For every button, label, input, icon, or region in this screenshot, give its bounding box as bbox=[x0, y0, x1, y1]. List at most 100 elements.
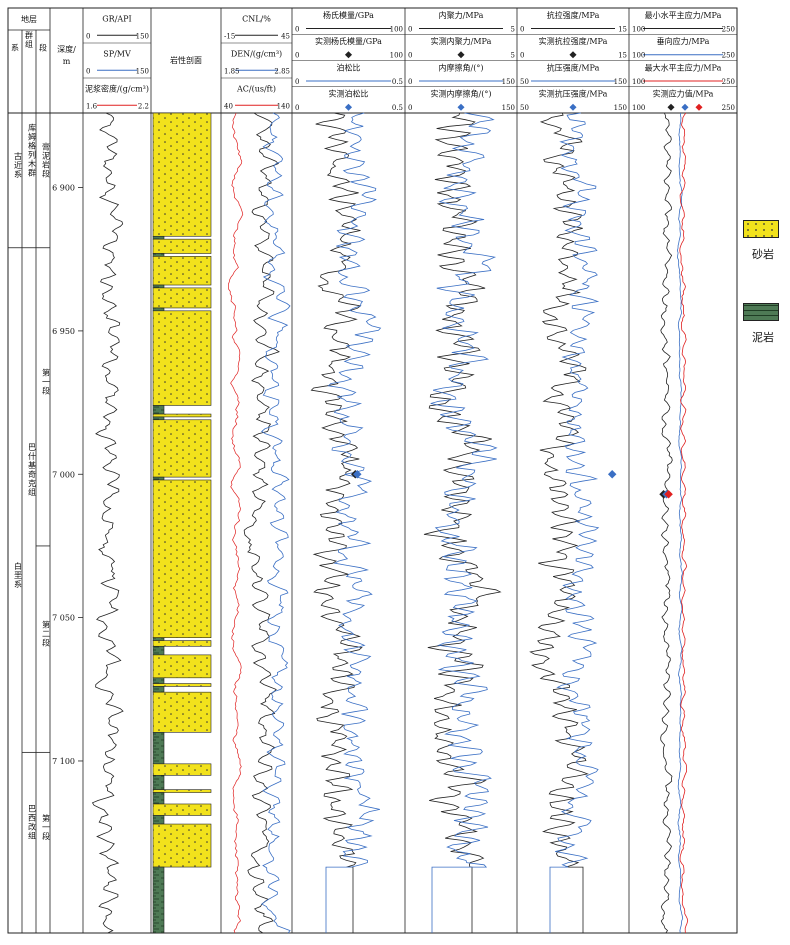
strength-scale-min: 50 bbox=[520, 78, 529, 86]
lithology-mudstone bbox=[152, 645, 165, 656]
cohesion-marker-symbol bbox=[457, 103, 465, 111]
stress-scale-max: 250 bbox=[722, 25, 735, 33]
strength-label: 实测抗拉强度/MPa bbox=[539, 36, 608, 46]
cohesion-curve bbox=[423, 112, 502, 933]
cohesion-scale-max: 150 bbox=[502, 78, 515, 86]
logs1-scale-min: 1.6 bbox=[86, 102, 98, 110]
lithology-sandstone bbox=[152, 789, 212, 793]
youngs-modulus-curve bbox=[310, 112, 363, 933]
logs1-label: 泥浆密度/(g/cm³) bbox=[85, 83, 149, 93]
lithology-sandstone bbox=[152, 238, 212, 254]
lithology-sandstone bbox=[152, 763, 212, 776]
cohesion-marker-symbol bbox=[457, 51, 465, 59]
group-label: 巴西改组 bbox=[28, 805, 37, 841]
stress-scale-min: 100 bbox=[632, 78, 645, 86]
strength-scale-max: 15 bbox=[618, 52, 627, 60]
header-depth-unit: m bbox=[63, 57, 71, 66]
lithology-mudstone bbox=[152, 405, 165, 415]
depth-tick-label: 6 950 bbox=[52, 327, 75, 336]
lithology-sandstone bbox=[152, 803, 212, 816]
lithology-sandstone bbox=[152, 112, 212, 237]
cohesion-scale-max: 5 bbox=[511, 25, 515, 33]
member-label: 第一段 bbox=[42, 813, 51, 841]
strength-scale-max: 150 bbox=[614, 78, 627, 86]
strength-scale-min: 50 bbox=[520, 104, 529, 112]
logs1-scale-min: 0 bbox=[86, 67, 90, 75]
cohesion-label: 内摩擦角/(°) bbox=[439, 62, 484, 72]
youngs-scale-max: 100 bbox=[390, 25, 403, 33]
min-horizontal-stress-curve bbox=[660, 112, 673, 934]
cohesion-scale-min: 0 bbox=[408, 78, 412, 86]
lithology-mudstone bbox=[152, 866, 165, 934]
youngs-scale-max: 0.5 bbox=[392, 78, 403, 86]
lithology-mudstone bbox=[152, 253, 165, 257]
youngs-scale-min: 0 bbox=[295, 25, 299, 33]
strength-marker-symbol bbox=[569, 103, 577, 111]
logs2-scale-max: 140 bbox=[277, 102, 290, 110]
lithology-sandstone bbox=[152, 287, 212, 309]
logs1-scale-max: 2.2 bbox=[138, 102, 149, 110]
gr-curve bbox=[91, 112, 124, 934]
youngs-scale-min: 0 bbox=[295, 78, 299, 86]
strength-scale-min: 0 bbox=[520, 25, 524, 33]
stress-scale-max: 250 bbox=[722, 104, 735, 112]
logs2-scale-min: 1.85 bbox=[224, 67, 240, 75]
lithology-mudstone bbox=[152, 792, 165, 805]
header-depth-label: 深度/ bbox=[57, 44, 76, 54]
logs2-label: CNL/% bbox=[242, 14, 271, 23]
logs1-scale-max: 150 bbox=[136, 67, 149, 75]
logs2-scale-max: 2.85 bbox=[274, 67, 290, 75]
tensile-strength-curve bbox=[529, 112, 589, 933]
stress-scale-max: 250 bbox=[722, 52, 735, 60]
lithology-mudstone bbox=[152, 815, 165, 825]
stress-label: 实测应力值/MPa bbox=[653, 89, 714, 99]
strength-label: 实测抗压强度/MPa bbox=[539, 89, 608, 99]
logs2-label: AC/(us/ft) bbox=[236, 84, 276, 93]
lithology-mudstone bbox=[152, 235, 165, 240]
stress-label: 垂向应力/MPa bbox=[657, 36, 710, 46]
depth-tick-label: 7 100 bbox=[52, 757, 75, 766]
measured-compressive-marker bbox=[607, 470, 617, 479]
lithology-sandstone bbox=[152, 691, 212, 733]
youngs-scale-min: 0 bbox=[295, 52, 299, 60]
stress-label: 最大水平主应力/MPa bbox=[645, 62, 722, 72]
header-litho-profile: 岩性剖面 bbox=[170, 55, 202, 65]
youngs-label: 杨氏模量/GPa bbox=[323, 10, 374, 20]
member-label: 膏泥岩段 bbox=[42, 141, 51, 178]
lithology-sandstone bbox=[152, 683, 212, 687]
lithology-sandstone bbox=[152, 310, 212, 406]
cohesion-scale-min: 0 bbox=[408, 104, 412, 112]
lithology-mudstone bbox=[152, 686, 165, 693]
lithology-sandstone bbox=[152, 256, 212, 286]
vertical-stress-curve bbox=[676, 112, 684, 934]
ac-curve bbox=[228, 112, 244, 934]
stress-marker-symbol bbox=[695, 103, 703, 111]
youngs-marker-symbol bbox=[344, 51, 353, 59]
lithology-sandstone bbox=[152, 419, 212, 478]
legend-sandstone-label: 砂岩 bbox=[752, 248, 774, 261]
logs2-scale-min: 40 bbox=[224, 102, 233, 110]
system-label: 白垩系 bbox=[14, 561, 23, 589]
logs2-scale-max: 45 bbox=[281, 32, 290, 40]
logs2-label: DEN/(g/cm³) bbox=[231, 49, 282, 58]
cohesion-label: 实测内摩擦角/(°) bbox=[431, 89, 492, 99]
youngs-label: 实测杨氏模量/GPa bbox=[315, 36, 382, 46]
header-group: 群组 bbox=[25, 30, 34, 49]
stress-scale-min: 100 bbox=[632, 25, 645, 33]
header-member: 段 bbox=[39, 43, 48, 53]
lithology-sandstone bbox=[152, 479, 212, 638]
stress-marker-symbol bbox=[667, 103, 675, 111]
figure-border bbox=[7, 7, 738, 934]
youngs-scale-min: 0 bbox=[295, 104, 299, 112]
youngs-scale-max: 100 bbox=[390, 52, 403, 60]
logs1-label: GR/API bbox=[102, 14, 131, 23]
logs1-label: SP/MV bbox=[103, 49, 131, 58]
depth-tick-label: 7 000 bbox=[52, 470, 75, 479]
system-label: 古近系 bbox=[14, 151, 23, 179]
header-strata: 地层 bbox=[21, 14, 37, 24]
compressive-strength-curve bbox=[549, 112, 600, 933]
lithology-mudstone bbox=[152, 677, 165, 684]
lithology-sandstone bbox=[152, 413, 212, 418]
